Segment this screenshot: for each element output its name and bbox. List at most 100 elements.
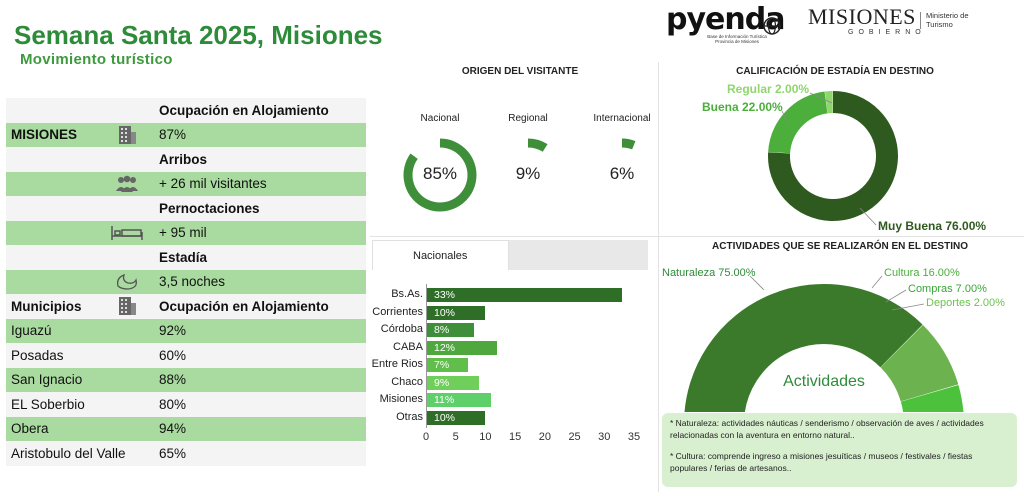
summary-row: Pernoctaciones (6, 196, 366, 221)
bar (426, 410, 486, 425)
bar-value-label: 8% (434, 324, 450, 336)
municipio-value: 94% (159, 421, 187, 437)
municipio-row: Posadas 60% (6, 343, 366, 368)
bar-category-label: Bs.As. (391, 288, 423, 300)
bar (426, 323, 474, 337)
actividades-label: Deportes 2.00% (926, 297, 1005, 309)
x-tick-label: 25 (568, 431, 581, 443)
calificacion-leader (809, 92, 833, 104)
municipio-row: EL Soberbio 80% (6, 392, 366, 417)
municipios-header: Municipios Ocupación en Alojamiento (6, 294, 366, 319)
group-icon (101, 174, 153, 194)
bar-category-label: Misiones (379, 393, 423, 405)
bed-icon (101, 224, 153, 242)
x-tick-label: 10 (479, 431, 492, 443)
page-title: Semana Santa 2025, Misiones (14, 20, 383, 50)
calificacion-leader (859, 207, 877, 226)
municipio-value: 65% (159, 445, 187, 461)
municipios-header-value: Ocupación en Alojamiento (159, 298, 329, 314)
actividades-chart: Naturaleza 75.00% Cultura 16.00% Compras 7… (662, 267, 1005, 412)
actividades-leader (885, 289, 907, 303)
municipio-value: 60% (159, 347, 187, 363)
bar-value-label: 12% (434, 341, 456, 354)
x-tick-label: 0 (422, 431, 430, 443)
actividades-leader (749, 275, 765, 291)
pyenda-logo-subtitle: Base de Información Turística Provincia … (707, 34, 767, 44)
origen-label: Nacional (420, 113, 460, 124)
origen-chart: Nacional 85% Regional 9% Internacional 6% (372, 80, 659, 230)
building-icon (101, 295, 153, 317)
calificacion-slice (768, 91, 898, 221)
page-subtitle: Movimiento turístico (20, 51, 173, 68)
calificacion-label: Muy Buena 76.00% (878, 219, 986, 233)
origen-arc-nacional (403, 138, 477, 212)
misiones-logo: MISIONES GOBIERNO Ministerio de Turismo (808, 4, 978, 44)
note-naturaleza: * Naturaleza: actividades náuticas / sen… (670, 418, 984, 441)
calificacion-label: Buena 22.00% (702, 100, 783, 114)
calificacion-chart: Muy Buena 76.00% Buena 22.00% Regular 2.00… (702, 82, 986, 233)
bar-value-label: 10% (434, 411, 456, 424)
actividades-label: Compras 7.00% (908, 283, 987, 295)
ministerio-label: Ministerio de Turismo (920, 11, 970, 30)
misiones-logo-subtitle: GOBIERNO (848, 29, 926, 36)
actividades-slice (879, 325, 959, 403)
bar (426, 358, 468, 372)
municipio-value: 92% (159, 323, 187, 339)
summary-row-value: 3,5 noches (159, 274, 226, 290)
summary-row-value: Ocupación en Alojamiento (159, 102, 329, 118)
calificacion-title: CALIFICACIÓN DE ESTADÍA EN DESTINO (736, 66, 934, 77)
summary-row: Ocupación en Alojamiento (6, 98, 366, 123)
origen-value: 85% (422, 164, 458, 183)
notes-box: * Naturaleza: actividades náuticas / sen… (662, 413, 1017, 487)
tab-nacionales[interactable]: Nacionales (372, 240, 509, 270)
origen-arc-regional (527, 138, 548, 152)
divider (370, 236, 1024, 237)
misiones-logo-text: MISIONES (808, 4, 916, 29)
summary-row-value: Pernoctaciones (159, 200, 260, 216)
municipio-name: EL Soberbio (11, 396, 85, 412)
municipio-name: Posadas (11, 347, 64, 363)
municipio-value: 88% (159, 372, 187, 388)
summary-row-value: 87% (159, 127, 187, 143)
calificacion-label: Regular 2.00% (727, 82, 809, 96)
municipio-row: Iguazú 92% (6, 318, 366, 343)
summary-row: + 26 mil visitantes (6, 171, 366, 196)
summary-row: Arribos (6, 147, 366, 172)
origen-value: 6% (609, 164, 635, 183)
origen-label: Internacional (593, 113, 651, 124)
actividades-slice (684, 284, 923, 412)
building-icon (101, 124, 153, 146)
bar-category-label: Entre Rios (371, 358, 423, 370)
actividades-label: Cultura 16.00% (884, 267, 960, 279)
x-tick-label: 20 (538, 431, 551, 443)
bar (426, 375, 480, 390)
nacionales-bar-chart: Bs.As. 33% Corrientes 10% Córdoba 8% CABA 12% En… (372, 282, 658, 448)
municipio-row: San Ignacio 88% (6, 367, 366, 392)
calificacion-slice (768, 91, 828, 154)
y-axis (426, 284, 427, 428)
bar-value-label: 33% (434, 289, 456, 301)
bar-category-label: Corrientes (372, 305, 423, 318)
bar-category-label: Otras (396, 410, 423, 423)
summary-row-value: Arribos (159, 151, 208, 167)
summary-row-label: MISIONES (11, 127, 78, 143)
summary-row-value: + 26 mil visitantes (159, 176, 267, 192)
municipio-name: Obera (11, 421, 49, 437)
x-tick-label: 15 (509, 431, 522, 443)
municipio-name: Iguazú (11, 323, 52, 339)
municipios-header-label: Municipios (11, 298, 82, 314)
bar-category-label: Córdoba (380, 323, 423, 335)
actividades-leader (891, 303, 925, 311)
municipio-value: 80% (159, 396, 187, 412)
actividades-title: ACTIVIDADES QUE SE REALIZARÓN EN EL DEST… (712, 241, 968, 252)
note-cultura: * Cultura: comprende ingreso a misiones … (670, 450, 973, 473)
divider (658, 62, 659, 492)
bar (426, 288, 623, 302)
summary-row-value: + 95 mil (159, 225, 207, 241)
origen-arc-internacional (621, 138, 636, 150)
origen-label: Regional (508, 113, 548, 124)
bar-value-label: 9% (434, 376, 450, 389)
summary-table: Ocupación en Alojamiento MISIONES 87% Arrib… (6, 98, 366, 466)
municipio-name: Aristobulo del Valle (11, 445, 126, 461)
calificacion-leader (781, 110, 789, 124)
